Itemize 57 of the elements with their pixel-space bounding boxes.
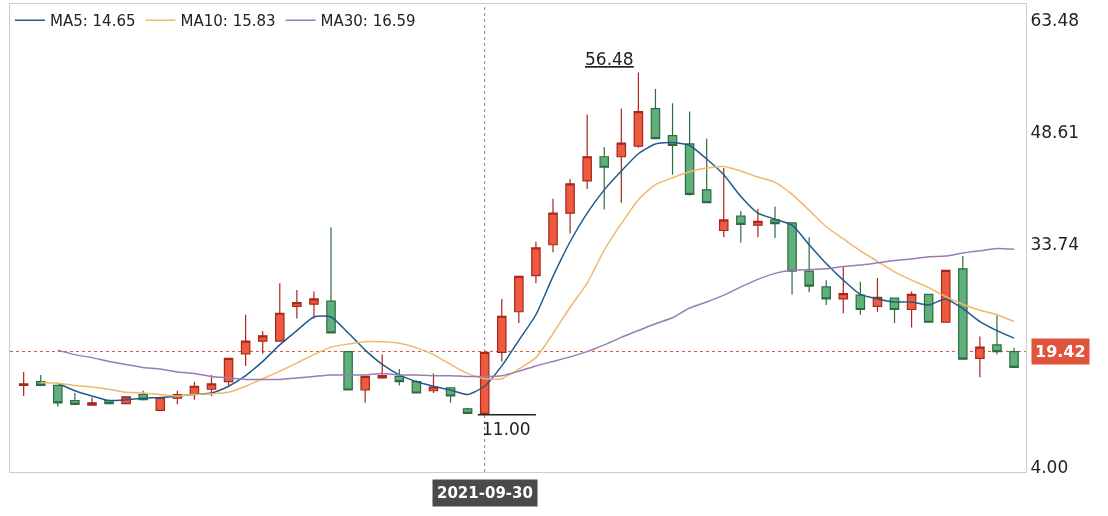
candlestick — [736, 210, 746, 244]
candlestick — [787, 222, 797, 296]
candlestick — [633, 72, 644, 149]
candlestick — [462, 407, 473, 415]
candlestick — [18, 371, 29, 397]
annotation: 11.00 — [482, 419, 531, 439]
candlestick — [1009, 347, 1019, 369]
annotation: 56.48 — [585, 49, 634, 69]
candlestick — [479, 351, 490, 416]
candlestick — [975, 335, 985, 378]
candlestick — [292, 289, 302, 320]
x-tick-label: 2021-09-30 — [437, 484, 533, 502]
candlestick — [923, 293, 934, 323]
candlestick — [992, 314, 1002, 356]
candlestick — [70, 392, 80, 405]
candlestick — [53, 384, 63, 408]
candlestick — [514, 275, 524, 324]
y-tick-label: 48.61 — [1030, 121, 1080, 142]
y-tick-label: 63.48 — [1030, 9, 1080, 30]
candlestick — [326, 226, 336, 334]
candlestick — [821, 279, 831, 306]
candlestick — [667, 102, 678, 176]
candlestick — [701, 138, 712, 204]
candlestick — [206, 374, 217, 397]
ref-line-label: 19.42 — [1035, 342, 1086, 361]
candlestick — [309, 290, 319, 320]
candlestick — [940, 269, 951, 323]
candlestick — [257, 330, 268, 355]
legend-label: MA5: 14.65 — [50, 12, 136, 31]
y-tick-label: 33.74 — [1030, 233, 1080, 254]
candlestick — [599, 146, 610, 211]
candlestick — [240, 314, 251, 367]
candlestick — [718, 167, 729, 238]
candlestick — [804, 236, 814, 293]
candlestick — [275, 282, 285, 342]
candlestick — [616, 107, 627, 204]
line-series — [57, 247, 1015, 381]
candlestick — [958, 255, 968, 360]
candlestick — [87, 396, 97, 406]
candlestick — [531, 241, 541, 284]
candlestick — [343, 351, 353, 391]
candlestick — [855, 281, 866, 316]
candlestick — [377, 354, 388, 379]
candlestick — [360, 375, 370, 404]
candlestick — [770, 205, 780, 239]
candlestick — [838, 265, 849, 314]
candlestick — [496, 298, 507, 362]
candlestick — [548, 198, 558, 253]
legend-label: MA10: 15.83 — [180, 12, 276, 31]
candlestick — [582, 114, 592, 190]
candlestick — [684, 110, 695, 197]
candlestick — [650, 88, 661, 140]
candlestick — [565, 178, 575, 235]
candlestick — [155, 396, 166, 412]
y-tick-label: 4.00 — [1030, 457, 1069, 478]
legend-label: MA30: 16.59 — [320, 12, 416, 31]
candlestick — [753, 208, 763, 238]
